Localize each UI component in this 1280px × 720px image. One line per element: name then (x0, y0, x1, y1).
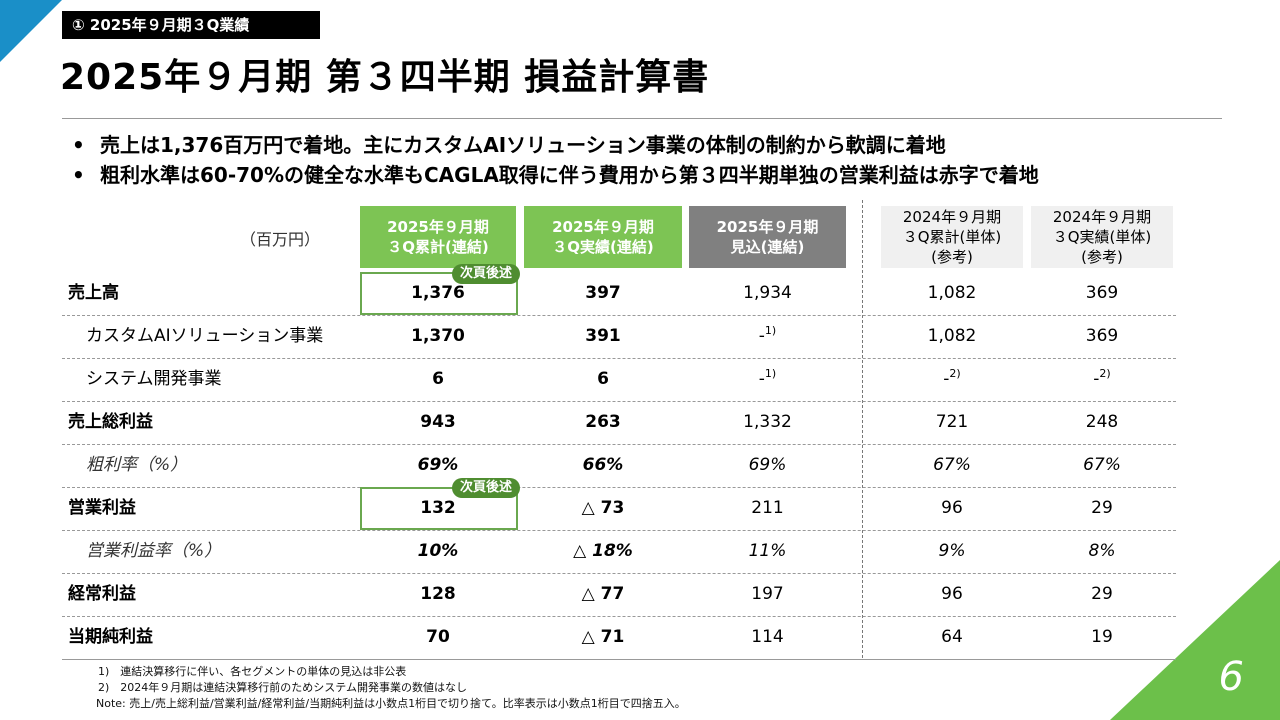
footnotes: 1) 連結決算移行に伴い、各セグメントの単体の見込は非公表 2) 2024年９月… (96, 664, 686, 712)
cell-value: 8% (1088, 541, 1116, 561)
footnote-marker: 2) (1099, 367, 1111, 380)
footnote-marker: 2) (949, 367, 961, 380)
footnote: 2) 2024年９月期は連結決算移行前のためシステム開発事業の数値はなし (98, 681, 467, 694)
cell-value: △ 77 (581, 584, 625, 604)
footnote: 1) 連結決算移行に伴い、各セグメントの単体の見込は非公表 (98, 665, 407, 678)
corner-decoration-bottom (1110, 560, 1280, 720)
table-row: カスタムAIソリューション事業 1,370 391 -1) 1,082 369 (62, 315, 1176, 359)
cell-value: 69% (748, 455, 787, 475)
title-divider (62, 118, 1222, 119)
cell-value: 248 (1085, 412, 1119, 432)
cell-value: 263 (585, 412, 621, 432)
table-row: 営業利益率（%） 10% △ 18% 11% 9% 8% (62, 530, 1176, 574)
cell-value: 64 (941, 627, 963, 647)
cell-value: 721 (935, 412, 969, 432)
cell-value: 67% (1083, 455, 1121, 475)
row-label: 営業利益率（%） (86, 541, 222, 561)
col-header-prev-actual: 2024年９月期 ３Q実績(単体) (参考) (1031, 206, 1173, 268)
highlight-box-operating-profit (360, 487, 518, 530)
cell-value: 1,934 (743, 283, 792, 303)
cell-value: 391 (585, 326, 621, 346)
cell-value: 29 (1091, 584, 1113, 604)
cell-value: 1,370 (411, 326, 465, 346)
row-label: 営業利益 (68, 498, 136, 518)
row-label: 売上高 (68, 283, 119, 303)
cell-value: 29 (1091, 498, 1113, 518)
cell-value: 70 (426, 627, 450, 647)
cell-value: 6 (432, 369, 444, 389)
cell-value: 1,082 (927, 283, 977, 303)
col-header-forecast: 2025年９月期 見込(連結) (689, 206, 846, 268)
col-header-3q-cumulative: 2025年９月期 ３Q累計(連結) (360, 206, 516, 268)
cell-value: 1,332 (743, 412, 792, 432)
footnote-marker: 1) (764, 367, 777, 380)
table-row: 売上総利益 943 263 1,332 721 248 (62, 401, 1176, 445)
footnote: Note: 売上/売上総利益/営業利益/経常利益/当期純利益は小数点1桁目で切り… (96, 697, 686, 710)
cell-value: 19 (1091, 627, 1113, 647)
cell-value: 9% (938, 541, 966, 561)
row-label: システム開発事業 (86, 369, 222, 389)
cell-value: 943 (420, 412, 456, 432)
cell-value: △ 71 (581, 627, 625, 647)
column-separator (862, 200, 863, 658)
cell-value: 132 (420, 498, 456, 518)
see-next-page-badge: 次頁後述 (452, 264, 521, 284)
cell-value: 96 (941, 498, 963, 518)
cell-value: 96 (941, 584, 963, 604)
highlight-box-sales (360, 272, 518, 315)
cell-value: -1) (758, 367, 777, 389)
col-header-prev-cumulative: 2024年９月期 ３Q累計(単体) (参考) (881, 206, 1023, 268)
row-label: カスタムAIソリューション事業 (86, 326, 324, 346)
cell-value: 369 (1085, 283, 1119, 303)
page-number: 6 (1218, 654, 1244, 700)
row-label: 経常利益 (68, 584, 136, 604)
cell-value: △ 73 (581, 498, 625, 518)
cell-value: 197 (751, 584, 784, 604)
table-row: 経常利益 128 △ 77 197 96 29 (62, 573, 1176, 617)
cell-value: 11% (748, 541, 787, 561)
cell-value: 67% (933, 455, 971, 475)
page-title: 2025年９月期 第３四半期 損益計算書 (60, 57, 710, 98)
cell-value: 128 (420, 584, 456, 604)
table-row: 当期純利益 70 △ 71 114 64 19 (62, 616, 1176, 660)
table-row: 営業利益 132 △ 73 211 96 29 (62, 487, 1176, 531)
bullet-item: 売上は1,376百万円で着地。主にカスタムAIソリューション事業の体制の制約から… (72, 130, 1039, 160)
see-next-page-badge: 次頁後述 (452, 478, 521, 498)
cell-value: 369 (1085, 326, 1119, 346)
row-label: 粗利率（%） (86, 455, 188, 475)
summary-bullets: 売上は1,376百万円で着地。主にカスタムAIソリューション事業の体制の制約から… (72, 130, 1039, 190)
col-header-3q-actual: 2025年９月期 ３Q実績(連結) (524, 206, 682, 268)
cell-value: 1,376 (411, 283, 465, 303)
cell-value: 1,082 (927, 326, 977, 346)
cell-value: -1) (758, 324, 777, 346)
table-row: 売上高 1,376 397 1,934 1,082 369 (62, 272, 1176, 316)
row-label: 当期純利益 (68, 627, 153, 647)
cell-value: -2) (943, 367, 961, 389)
footnote-marker: 1) (764, 324, 777, 337)
cell-value: 114 (751, 627, 784, 647)
unit-label: （百万円） (240, 230, 321, 249)
cell-value: 211 (751, 498, 784, 518)
cell-value: 397 (585, 283, 621, 303)
cell-value: △ 18% (573, 541, 633, 561)
table-row: システム開発事業 6 6 -1) -2) -2) (62, 358, 1176, 402)
table-row: 粗利率（%） 69% 66% 69% 67% 67% (62, 444, 1176, 488)
cell-value: 66% (582, 455, 624, 475)
bullet-item: 粗利水準は60-70%の健全な水準もCAGLA取得に伴う費用から第３四半期単独の… (72, 160, 1039, 190)
cell-value: 10% (417, 541, 459, 561)
cell-value: 69% (417, 455, 459, 475)
corner-decoration-top (0, 0, 62, 62)
cell-value: 6 (597, 369, 609, 389)
row-label: 売上総利益 (68, 412, 153, 432)
section-tag: ① 2025年９月期３Q業績 (62, 11, 320, 39)
cell-value: -2) (1093, 367, 1111, 389)
